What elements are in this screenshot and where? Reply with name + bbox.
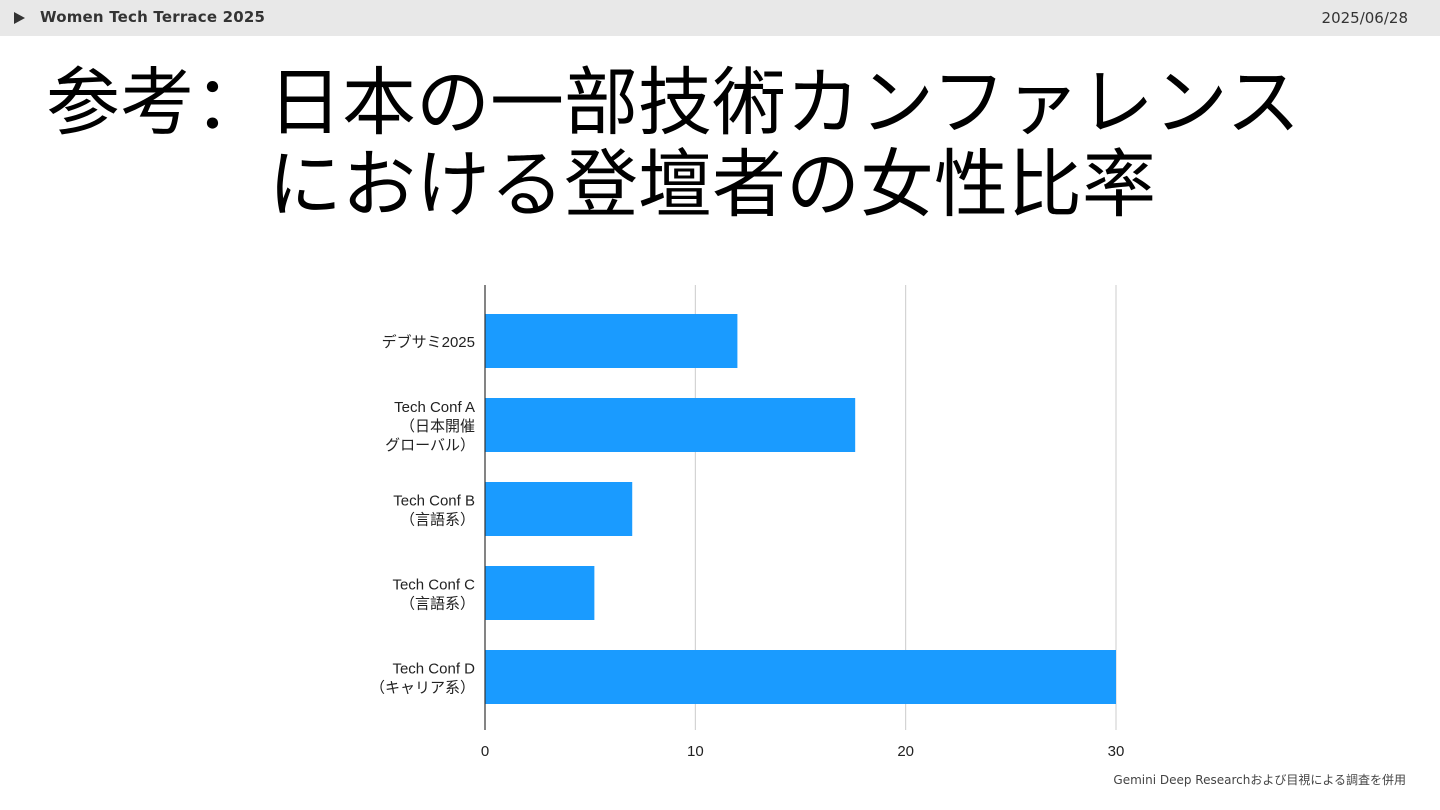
title-line-1: 参考：日本の一部技術カンファレンス bbox=[46, 60, 1301, 146]
title-line-2: における登壇者の女性比率 bbox=[268, 142, 1156, 228]
category-label-3-1: （言語系） bbox=[400, 596, 475, 613]
bar-4 bbox=[485, 650, 1116, 704]
category-label-1-1: （日本開催 bbox=[400, 418, 475, 435]
bar-0 bbox=[485, 314, 738, 368]
category-label-3-0: Tech Conf C bbox=[392, 577, 475, 594]
bar-2 bbox=[485, 482, 633, 536]
slide-header: Women Tech Terrace 2025 2025/06/28 bbox=[0, 0, 1440, 36]
category-label-0-0: デブサミ2025 bbox=[382, 333, 475, 351]
category-label-1-2: グローバル） bbox=[385, 437, 475, 454]
footer-note: Gemini Deep Researchおよび目視による調査を併用 bbox=[1113, 773, 1406, 787]
play-icon bbox=[14, 12, 25, 24]
category-label-4-0: Tech Conf D bbox=[392, 661, 475, 678]
x-tick-label-1: 10 bbox=[687, 743, 704, 760]
x-tick-label-0: 0 bbox=[481, 743, 489, 760]
slide-title: 参考：日本の一部技術カンファレンス における登壇者の女性比率 bbox=[46, 62, 1406, 226]
x-tick-label-3: 30 bbox=[1108, 743, 1125, 760]
slide-date: 2025/06/28 bbox=[1321, 9, 1408, 27]
bar-1 bbox=[485, 398, 856, 452]
category-label-1-0: Tech Conf A bbox=[394, 399, 475, 416]
x-tick-label-2: 20 bbox=[897, 743, 914, 760]
category-label-2-0: Tech Conf B bbox=[393, 493, 475, 510]
category-label-2-1: （言語系） bbox=[400, 512, 475, 529]
category-label-4-1: （キャリア系） bbox=[370, 680, 475, 697]
bar-3 bbox=[485, 566, 595, 620]
event-name: Women Tech Terrace 2025 bbox=[40, 8, 266, 26]
